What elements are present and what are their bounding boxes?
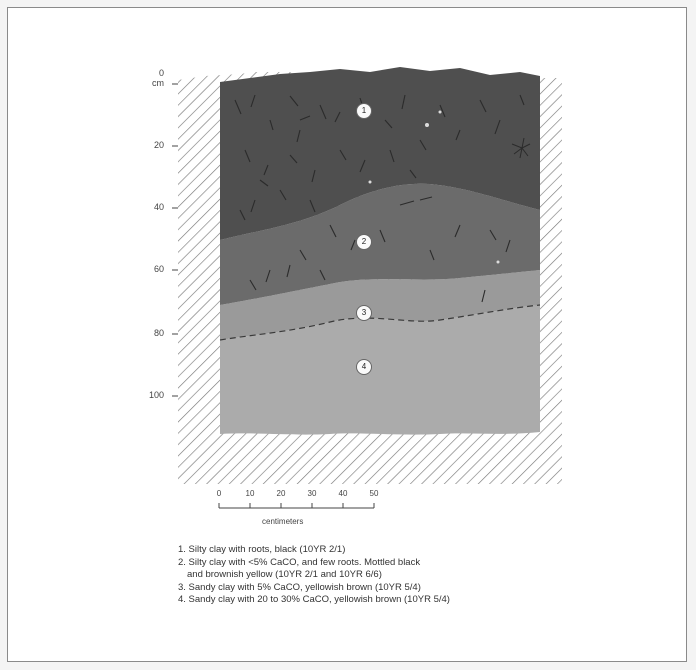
carbonate-specks <box>368 110 500 264</box>
legend-item-1: 1. Silty clay with roots, black (10YR 2/… <box>178 544 346 555</box>
scale-tick-40: 40 <box>338 489 348 498</box>
depth-label-40: 40 <box>153 202 164 212</box>
scale-unit-label: centimeters <box>262 517 304 526</box>
horizon-4 <box>220 305 540 435</box>
root-marks <box>234 94 525 303</box>
legend-item-2-cont: and brownish yellow (10YR 2/1 and 10YR 6… <box>187 569 382 580</box>
legend-item-2: 2. Silty clay with <5% CaCO, and few roo… <box>178 556 421 568</box>
horizon-3 <box>220 270 540 340</box>
horizon-1 <box>220 67 540 240</box>
scale-tick-10: 10 <box>245 489 255 498</box>
depth-label-0: 0 cm <box>152 68 164 88</box>
depth-axis <box>172 83 178 397</box>
horizon-marker-4: 4 <box>356 359 372 375</box>
legend: 1. Silty clay with roots, black (10YR 2/… <box>178 544 450 607</box>
horizon-marker-2: 2 <box>356 234 372 250</box>
legend-item-4: 4. Sandy clay with 20 to 30% CaCO, yello… <box>178 594 450 605</box>
depth-label-60: 60 <box>153 264 164 274</box>
depth-label-20: 20 <box>153 140 164 150</box>
scale-tick-30: 30 <box>307 489 317 498</box>
horizon-2 <box>220 183 540 305</box>
horizon-boundary-3-4 <box>219 304 541 341</box>
scale-bar <box>218 503 375 509</box>
legend-item-3: 3. Sandy clay with 5% CaCO, yellowish br… <box>178 581 421 593</box>
horizon-marker-3: 3 <box>356 305 372 321</box>
scale-tick-20: 20 <box>276 489 286 498</box>
scale-tick-0: 0 <box>216 489 222 498</box>
scale-tick-50: 50 <box>369 489 379 498</box>
root-cluster <box>511 137 531 159</box>
depth-label-80: 80 <box>153 328 164 338</box>
horizon-marker-1: 1 <box>356 103 372 119</box>
depth-label-100: 100 <box>148 390 164 400</box>
